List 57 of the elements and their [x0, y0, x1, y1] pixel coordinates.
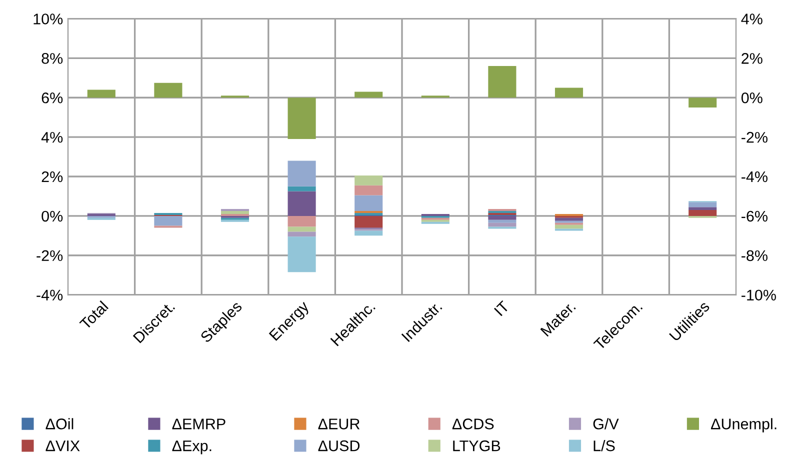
legend-label: ΔEUR: [318, 418, 360, 430]
y-tick-label: 4%: [41, 132, 63, 143]
y2-tick-label: 2%: [742, 53, 762, 64]
y2-tick-label: -4%: [742, 171, 768, 182]
bar: [288, 232, 316, 237]
bar: [488, 66, 516, 98]
bar: [288, 216, 316, 227]
bar: [688, 202, 717, 208]
legend-label: G/V: [593, 418, 619, 430]
legend-label: ΔOil: [46, 418, 74, 430]
bar: [354, 230, 383, 236]
bar: [488, 216, 516, 220]
bar: [554, 88, 584, 98]
bar: [554, 218, 584, 221]
legend-label: L/S: [594, 440, 615, 452]
bar: [288, 160, 316, 186]
legend-label: ΔCDS: [452, 418, 494, 430]
bar: [488, 220, 516, 223]
y-tick-label: -4%: [36, 290, 63, 300]
bar: [354, 92, 383, 98]
bar: [688, 210, 717, 216]
bar: [220, 211, 250, 214]
y-tick-label: 10%: [34, 14, 63, 24]
legend-label: LTYGB: [453, 440, 500, 452]
x-tick-label: IT: [494, 300, 510, 316]
y2-tick-label: -8%: [742, 250, 768, 262]
y-tick-label: 0%: [42, 210, 63, 222]
y-tick-label: 2%: [42, 171, 63, 182]
bar: [154, 216, 182, 226]
bar: [354, 216, 383, 228]
legend-label: ΔVIX: [46, 440, 80, 452]
bar: [488, 222, 516, 227]
bar: [288, 226, 316, 232]
y2-tick-label: 0%: [741, 92, 762, 104]
bar: [688, 98, 717, 108]
bar: [87, 90, 116, 98]
bar: [354, 185, 383, 196]
y2-tick-label: 4%: [741, 14, 762, 24]
legend-label: ΔExp.: [172, 440, 212, 454]
legend-label: ΔEMRP: [172, 418, 226, 430]
y-tick-label: 6%: [42, 92, 63, 104]
bar: [688, 207, 717, 210]
y-tick-label: 8%: [42, 53, 63, 64]
y2-tick-label: -10%: [742, 290, 776, 301]
y-tick-label: -2%: [36, 250, 63, 262]
y2-tick-label: -6%: [742, 210, 768, 222]
legend-label: ΔUnempl.: [710, 418, 776, 432]
bar: [154, 82, 182, 98]
bar: [554, 224, 584, 229]
bar: [288, 98, 316, 140]
bar: [288, 191, 316, 216]
bar: [288, 186, 316, 192]
bar: [354, 195, 383, 212]
y2-tick-label: -2%: [742, 132, 768, 143]
bar: [288, 236, 316, 272]
bar: [354, 176, 383, 186]
legend-label: ΔUSD: [318, 440, 360, 452]
